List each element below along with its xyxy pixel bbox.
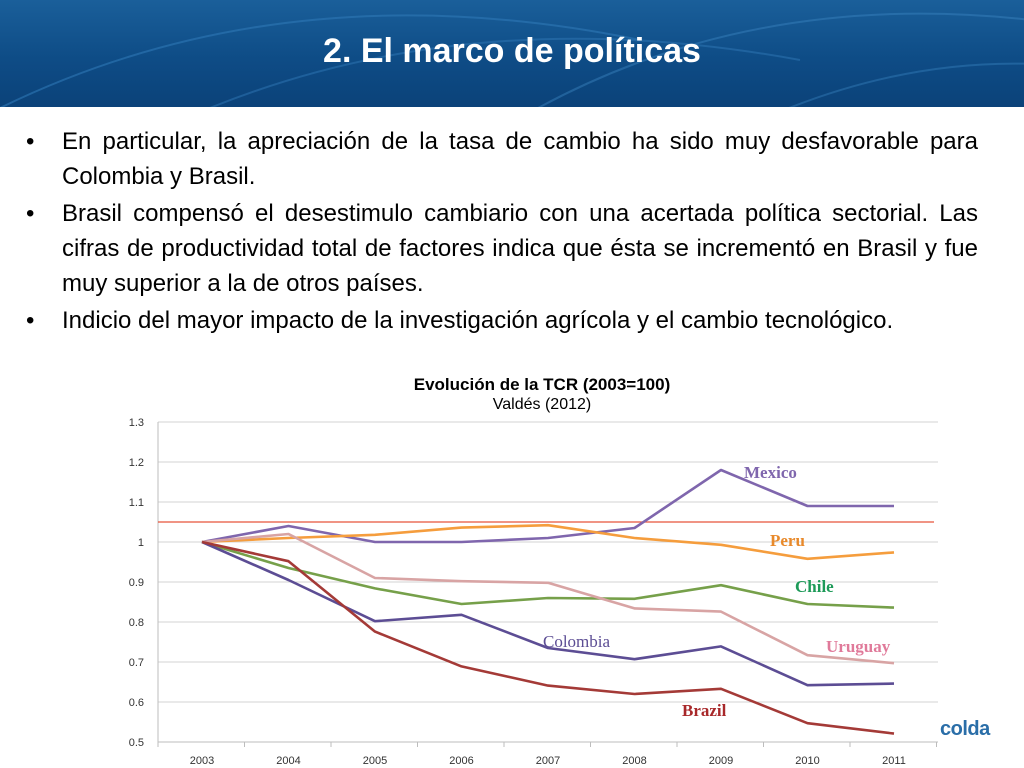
chart-subtitle: Valdés (2012)	[492, 396, 592, 413]
y-tick-label: 1.3	[129, 417, 144, 429]
bullet-text: En particular, la apreciación de la tasa…	[62, 128, 978, 190]
line-chart: 0.5 0.6 0.7 0.8 0.9 1 1.1 1.2 1.3 2003 2004 2005 200…	[129, 417, 938, 767]
y-tick-label: 0.8	[129, 617, 144, 629]
header-decoration	[0, 12, 1024, 107]
x-tick-label: 2007	[536, 755, 560, 767]
x-tick-label: 2011	[882, 755, 906, 767]
bullet-item: • Indicio del mayor impacto de la invest…	[22, 303, 978, 338]
bullet-text: Brasil compensó el desestimulo cambiario…	[62, 200, 978, 297]
y-tick-label: 0.5	[129, 737, 144, 749]
y-tick-label: 1	[138, 537, 144, 549]
series-label-mexico: Mexico	[744, 463, 797, 482]
slide-header: 2. El marco de políticas	[0, 0, 1024, 107]
series-label-brazil: Brazil	[682, 701, 727, 720]
series-line-colombia	[201, 540, 895, 687]
bullet-marker: •	[26, 128, 35, 155]
x-tick-label: 2003	[190, 755, 214, 767]
bullet-marker: •	[26, 200, 35, 227]
series-line-mexico	[201, 468, 894, 544]
x-tick-label: 2004	[276, 755, 300, 767]
series-line-peru	[201, 523, 895, 561]
series-label-colombia: Colombia	[543, 632, 611, 651]
series-line-brazil	[201, 540, 895, 735]
bullet-item: • Brasil compensó el desestimulo cambiar…	[22, 196, 978, 301]
bullet-item: • En particular, la apreciación de la ta…	[22, 124, 978, 194]
series-label-chile: Chile	[795, 577, 834, 596]
x-tick-label: 2008	[622, 755, 646, 767]
y-tick-label: 1.2	[129, 457, 144, 469]
y-tick-label: 0.6	[129, 697, 144, 709]
series-line-chile	[201, 540, 895, 609]
company-logo: colda	[940, 718, 990, 740]
y-tick-label: 1.1	[129, 497, 144, 509]
bullet-marker: •	[26, 307, 35, 334]
x-tick-label: 2009	[709, 755, 733, 767]
x-tick-label: 2010	[795, 755, 819, 767]
bullet-text: Indicio del mayor impacto de la investig…	[62, 307, 894, 334]
chart-title: Evolución de la TCR (2003=100)	[413, 375, 671, 394]
series-label-peru: Peru	[770, 531, 805, 550]
bullet-list: • En particular, la apreciación de la ta…	[22, 124, 978, 340]
x-tick-label: 2006	[449, 755, 473, 767]
y-tick-label: 0.9	[129, 577, 144, 589]
x-tick-label: 2005	[363, 755, 387, 767]
series-label-uruguay: Uruguay	[826, 637, 891, 656]
series-line-uruguay	[201, 532, 895, 665]
y-tick-label: 0.7	[129, 657, 144, 669]
slide-title: 2. El marco de políticas	[323, 32, 701, 70]
